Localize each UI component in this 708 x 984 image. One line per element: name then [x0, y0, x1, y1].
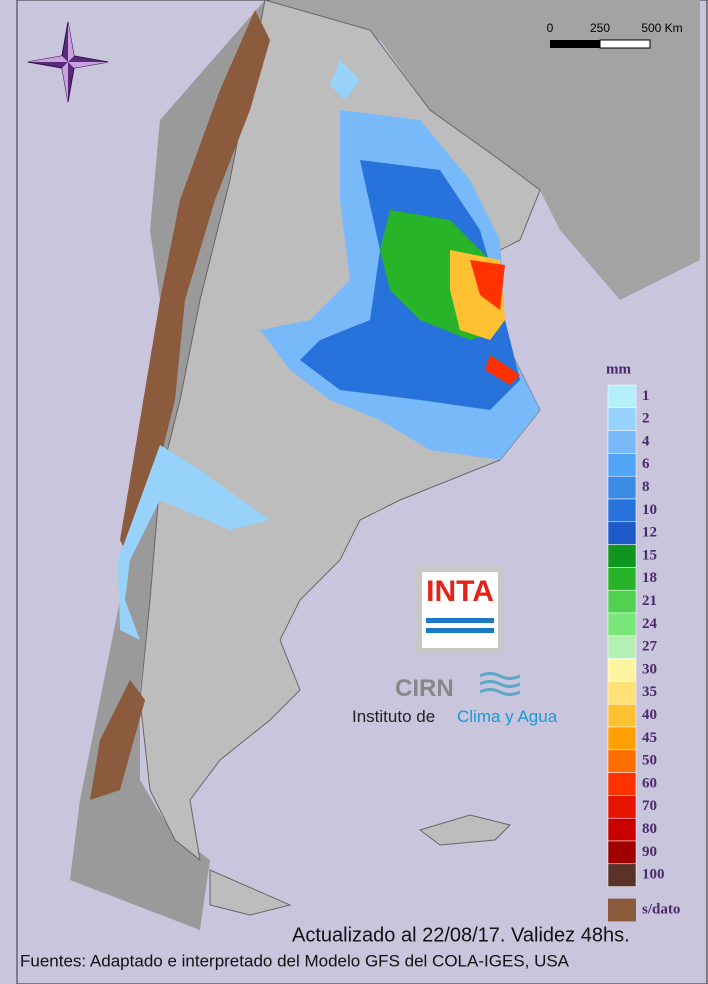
legend-label: 35: [642, 684, 657, 700]
legend-label: 24: [642, 616, 658, 632]
legend-swatch: [607, 795, 637, 819]
legend-label: 100: [642, 867, 665, 883]
update-text: Actualizado al 22/08/17. Validez 48hs.: [292, 924, 630, 946]
legend-label: s/dato: [642, 901, 680, 917]
neighbor-chile: [70, 0, 265, 930]
inta-text: INTA: [426, 575, 494, 608]
legend-label: 80: [642, 821, 657, 837]
cirn-text: CIRN: [395, 675, 454, 702]
legend-swatch: [607, 635, 637, 659]
legend-label: 12: [642, 525, 657, 541]
legend-swatch: [607, 475, 637, 500]
legend-swatch: [607, 453, 637, 477]
legend-swatch: [607, 521, 637, 545]
legend-label: 70: [642, 798, 657, 814]
tierra-del-fuego: [209, 869, 292, 916]
legend-label: 15: [642, 547, 657, 563]
legend-swatch: [607, 589, 637, 614]
legend-label: 6: [642, 456, 650, 472]
cirn-waves: [479, 672, 521, 696]
legend-swatch: [607, 567, 637, 591]
malvinas: [418, 814, 511, 846]
legend-swatch: [607, 703, 637, 728]
legend-swatch: [607, 772, 637, 796]
legend-swatch: [607, 726, 637, 751]
legend-label: 18: [642, 570, 657, 586]
legend-label: 10: [642, 502, 657, 518]
legend-label: 60: [642, 775, 657, 791]
legend-label: 45: [642, 730, 657, 746]
legend-swatch: [607, 658, 637, 682]
legend-label: 50: [642, 753, 657, 769]
scale-label: 500 Km: [641, 21, 682, 35]
precip-area: [485, 355, 520, 385]
neighbor-north: [140, 0, 700, 300]
precip-area: [118, 445, 270, 640]
legend-label: 90: [642, 844, 657, 860]
legend-swatch: [607, 863, 637, 887]
legend-label: 1: [642, 388, 650, 404]
legend-label: 30: [642, 661, 657, 677]
precip-area: [330, 60, 360, 100]
legend-swatch: [607, 498, 637, 523]
precip-area: [470, 260, 505, 310]
no-data-area: [90, 680, 145, 800]
legend: mm 1246810121518212427303540455060708090…: [606, 361, 680, 922]
legend-label: 40: [642, 707, 657, 723]
legend-label: 4: [642, 433, 650, 449]
legend-label: 21: [642, 593, 657, 609]
legend-label: 2: [642, 411, 650, 427]
legend-swatch: [607, 840, 637, 865]
legend-label: 8: [642, 479, 650, 495]
frame: [16, 0, 708, 984]
scale-label: 250: [590, 21, 610, 35]
legend-swatch: [607, 749, 637, 773]
legend-swatch: [607, 407, 637, 431]
institute-prefix: Instituto de: [352, 707, 435, 726]
compass-rose: [27, 21, 109, 103]
inta-logo: INTA: [416, 566, 504, 654]
legend-swatch: [607, 817, 637, 842]
scale-label: 0: [547, 21, 554, 35]
legend-swatch: [607, 430, 637, 454]
scale-bar: 0 250 500 Km: [547, 21, 683, 49]
no-data-area: [120, 10, 270, 560]
legend-label: 27: [642, 639, 658, 655]
legend-swatch: [608, 898, 636, 922]
institute-name: Clima y Agua: [457, 707, 558, 726]
legend-swatch: [607, 544, 637, 568]
legend-swatch: [607, 681, 637, 705]
legend-swatch: [607, 384, 637, 409]
legend-unit: mm: [606, 361, 631, 377]
sources-text: Fuentes: Adaptado e interpretado del Mod…: [20, 951, 570, 970]
legend-swatch: [607, 612, 637, 637]
